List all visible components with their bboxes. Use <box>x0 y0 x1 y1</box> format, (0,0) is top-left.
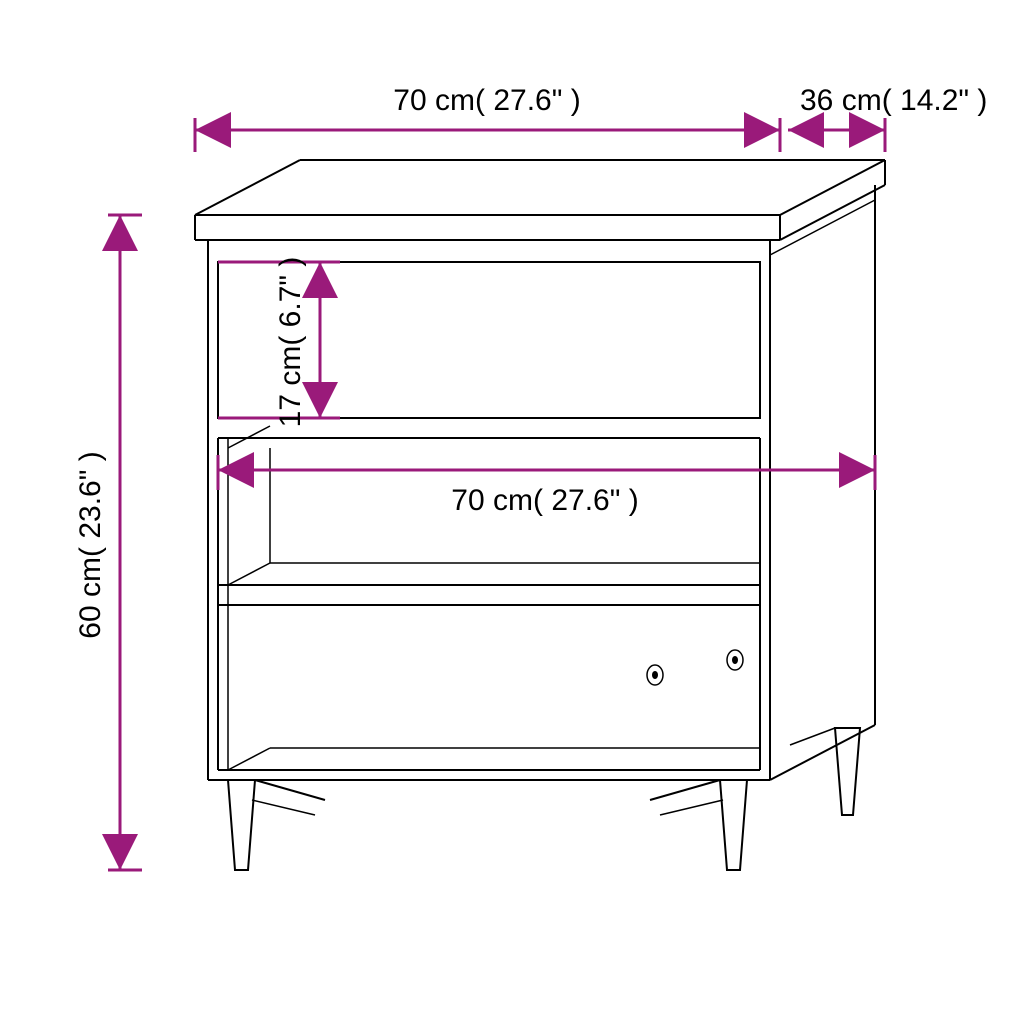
svg-text:70 cm( 27.6" ): 70 cm( 27.6" ) <box>393 84 580 117</box>
dimension-drawing: 70 cm( 27.6" ) 36 cm( 14.2" ) 60 cm( 23.… <box>0 0 1024 1024</box>
dim-height-left-label: 60 cm <box>74 557 107 639</box>
dim-depth-top-label: 36 cm <box>800 84 882 117</box>
dim-drawer-height: 17 cm( 6.7" ) <box>218 257 340 428</box>
leg-front-right <box>650 780 747 870</box>
dim-drawer-height-label: 17 cm <box>274 346 307 428</box>
leg-front-left <box>228 780 325 870</box>
leg-back-right <box>790 728 860 815</box>
dim-width-top-label: 70 cm <box>393 84 475 117</box>
svg-text:70 cm( 27.6" ): 70 cm( 27.6" ) <box>451 484 638 517</box>
dim-width-top: 70 cm( 27.6" ) <box>195 84 780 152</box>
dim-height-left: 60 cm( 23.6" ) <box>74 215 142 870</box>
mounting-hole-left <box>647 665 663 685</box>
svg-text:36 cm( 14.2" ): 36 cm( 14.2" ) <box>800 84 987 117</box>
svg-text:60 cm( 23.6" ): 60 cm( 23.6" ) <box>74 451 107 638</box>
mounting-hole-right <box>727 650 743 670</box>
dim-shelf-width-label: 70 cm <box>451 484 533 517</box>
dim-shelf-width: 70 cm( 27.6" ) <box>218 455 875 517</box>
dim-depth-top: 36 cm( 14.2" ) <box>788 84 987 152</box>
svg-text:17 cm( 6.7" ): 17 cm( 6.7" ) <box>274 257 307 428</box>
